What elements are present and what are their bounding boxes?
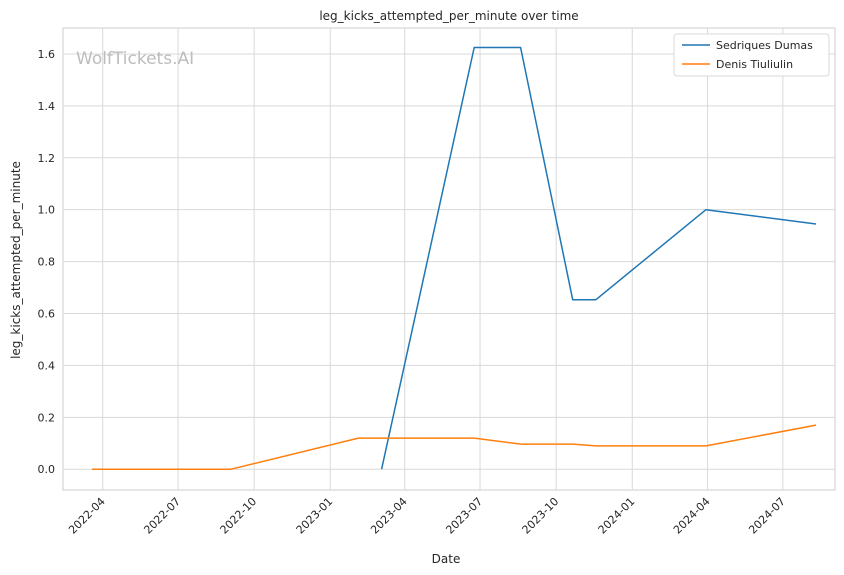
- legend-box: [673, 33, 830, 77]
- x-tick-label: 2024-07: [746, 495, 788, 537]
- series-line-sedriques-dumas: [380, 46, 817, 470]
- series-line-denis-tiuliulin: [92, 424, 817, 470]
- y-tick-label: 1.4: [38, 100, 56, 113]
- watermark: WolfTickets.AI: [76, 49, 194, 69]
- y-axis-ticks: 0.0 0.2 0.4 0.6 0.8 1.0 1.2 1.4 1.6: [38, 48, 56, 476]
- x-tick-label: 2024-04: [671, 495, 713, 537]
- x-tick-label: 2022-04: [66, 495, 108, 537]
- y-tick-label: 1.6: [38, 48, 56, 61]
- y-axis-label: leg_kicks_attempted_per_minute: [9, 161, 23, 359]
- grid: [63, 28, 835, 490]
- plot-area: [62, 27, 836, 491]
- series-lines: [92, 46, 817, 470]
- x-tick-label: 2023-01: [294, 495, 336, 537]
- legend-label-denis-tiuliulin: Denis Tiuliulin: [716, 58, 793, 71]
- y-tick-label: 0.6: [38, 308, 56, 321]
- y-tick-label: 0.2: [38, 411, 56, 424]
- x-axis-ticks: 2022-04 2022-07 2022-10 2023-01 2023-04 2023-…: [66, 495, 788, 537]
- y-tick-label: 0.8: [38, 256, 56, 269]
- legend-label-sedriques-dumas: Sedriques Dumas: [716, 39, 813, 52]
- y-tick-label: 1.0: [38, 204, 56, 217]
- x-tick-label: 2024-01: [596, 495, 638, 537]
- y-tick-label: 0.4: [38, 359, 56, 372]
- x-tick-label: 2022-07: [141, 495, 183, 537]
- x-tick-label: 2022-10: [218, 495, 260, 537]
- legend: Sedriques Dumas Denis Tiuliulin: [673, 33, 830, 77]
- y-tick-label: 0.0: [38, 463, 56, 476]
- x-tick-label: 2023-10: [520, 495, 562, 537]
- x-tick-label: 2023-07: [443, 495, 485, 537]
- chart-title: leg_kicks_attempted_per_minute over time: [319, 9, 578, 23]
- y-tick-label: 1.2: [38, 152, 56, 165]
- x-tick-label: 2023-04: [368, 495, 410, 537]
- x-axis-label: Date: [432, 552, 461, 566]
